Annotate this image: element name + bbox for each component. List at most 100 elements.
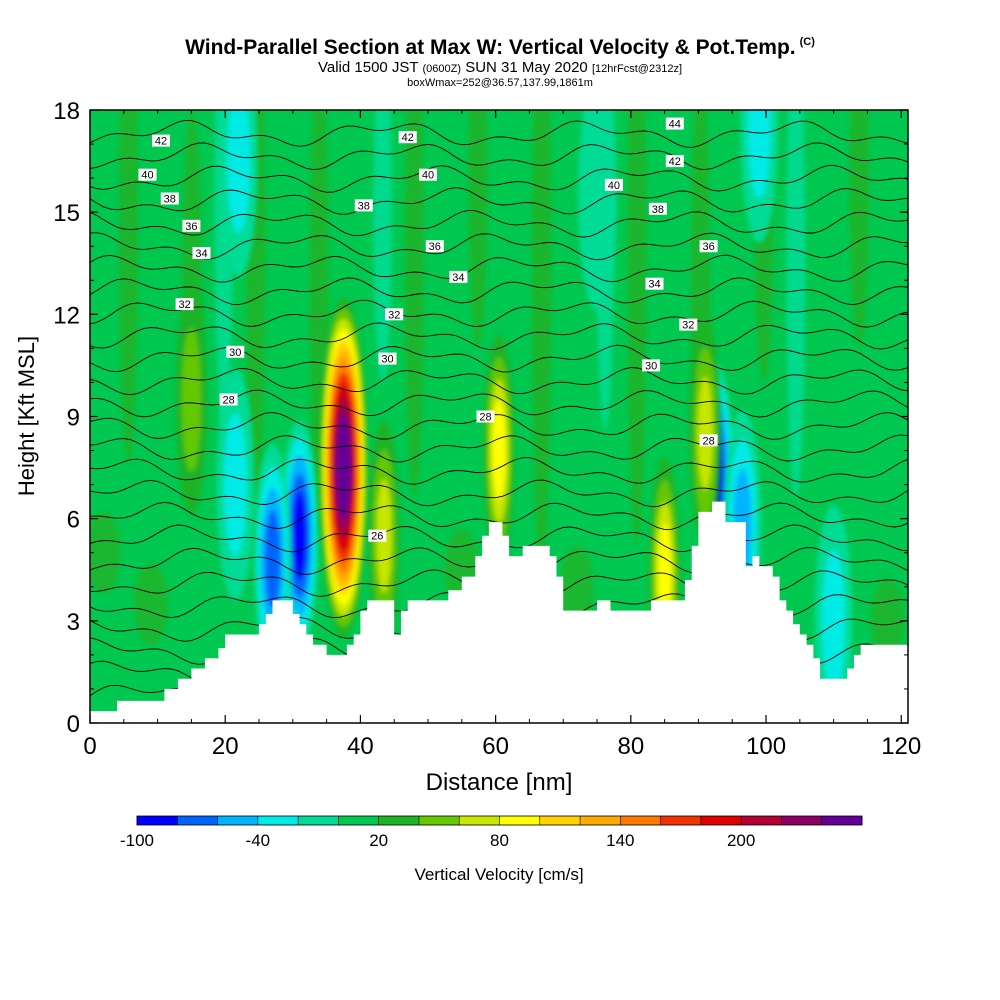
streak	[93, 614, 128, 696]
isentrope-label: 28	[476, 410, 495, 424]
colorbar-bin	[338, 816, 380, 825]
plot-area: 42 40 38 36 34 32 30 28 42 40 38 36 34 32 30 28 26 44 42 40…	[90, 110, 908, 723]
isentrope-line	[90, 367, 908, 396]
isentrope-line	[90, 457, 908, 485]
isentrope-label-text: 36	[429, 241, 441, 253]
isentrope-label-box	[138, 168, 157, 181]
isentrope-label: 28	[219, 393, 238, 407]
downdraft-core	[747, 110, 771, 199]
isentrope-label: 40	[604, 178, 623, 192]
colorbar-bin	[499, 816, 541, 825]
isentrope-label-box	[182, 219, 201, 232]
isentrope-label-text: 28	[479, 412, 491, 424]
y-tick-label: 12	[53, 302, 80, 329]
streak	[468, 110, 488, 349]
isentrope-label-box	[476, 410, 495, 423]
isentrope-label-box	[419, 168, 437, 181]
isentrope-label: 30	[378, 352, 397, 366]
streak	[405, 110, 424, 499]
x-axis-label: Distance [nm]	[426, 769, 573, 796]
isentrope-label-text: 40	[608, 180, 620, 192]
isentrope-label: 32	[385, 308, 404, 321]
isentrope-label-text: 28	[702, 435, 714, 447]
isentrope-line	[90, 209, 908, 238]
y-tick-label: 9	[67, 405, 80, 432]
updraft-core	[181, 327, 201, 471]
isentrope-label: 30	[226, 345, 245, 359]
isentrope-label-text: 40	[422, 170, 434, 182]
isentrope-label-text: 30	[229, 347, 241, 359]
y-tick-label: 3	[67, 609, 80, 636]
x-tick-label: 100	[746, 733, 786, 760]
isentrope-label-box	[192, 247, 211, 259]
x-axis: 0 20 40 60 80 100 120	[83, 110, 921, 760]
colorbar-bin	[539, 816, 581, 825]
isentrope-line	[90, 277, 908, 306]
isentrope-line	[90, 164, 908, 193]
colorbar-tick-label: 140	[606, 831, 634, 850]
colorbar-tick-label: -40	[246, 831, 271, 850]
isentrope-label-text: 28	[222, 395, 234, 407]
colorbar-tick-label: 20	[369, 831, 388, 850]
colorbar-tick-label: 80	[490, 831, 509, 850]
colorbar-tick-label: -100	[120, 831, 154, 850]
updraft-core	[697, 376, 713, 491]
x-tick-label: 40	[347, 733, 374, 760]
isentrope-line	[90, 119, 908, 148]
isentrope-line	[90, 322, 908, 351]
x-tick-label: 0	[83, 733, 96, 760]
isentrope-label-box	[645, 277, 664, 290]
isentrope-label: 38	[160, 192, 179, 206]
streak	[881, 110, 901, 465]
streak	[532, 110, 552, 580]
isentrope-line	[90, 187, 908, 215]
y-axis-label: Height [Kft MSL]	[14, 336, 39, 496]
isentrope-label: 32	[175, 298, 194, 311]
valid-date: SUN 31 May 2020	[465, 59, 588, 76]
valid-time: Valid 1500 JST	[317, 59, 419, 76]
isentrope-line	[90, 142, 908, 171]
chart-title: Wind-Parallel Section at Max W: Vertical…	[0, 36, 1000, 60]
colorbar-bin	[700, 816, 742, 825]
isentrope-line	[90, 412, 908, 440]
isentrope-label-text: 38	[652, 204, 664, 216]
isentrope-label-text: 34	[195, 248, 207, 260]
isentrope-label-box	[368, 529, 387, 542]
isentrope-label: 32	[679, 318, 698, 332]
y-tick-label: 15	[53, 200, 80, 227]
colorbar-bin	[660, 816, 702, 825]
colorbar-bin	[580, 816, 621, 825]
isentrope-label: 42	[152, 134, 170, 148]
isentrope-label-text: 42	[402, 132, 414, 144]
streak	[373, 110, 393, 383]
streak	[786, 110, 806, 499]
streak	[659, 110, 679, 417]
isentrope-label: 42	[398, 131, 417, 144]
isentrope-line	[90, 299, 908, 328]
colorbar-bin	[781, 816, 823, 825]
isentrope-label-box	[354, 199, 373, 212]
isentrope-label-text: 36	[702, 241, 714, 253]
isentrope-label-text: 32	[178, 299, 190, 311]
updraft-core	[492, 401, 506, 500]
y-tick-label: 6	[67, 507, 80, 534]
isentrope-label: 28	[699, 434, 718, 447]
chart-title-text: Wind-Parallel Section at Max W: Vertical…	[185, 36, 796, 59]
isentrope-label-box	[398, 131, 417, 144]
isentrope-label: 36	[699, 240, 718, 253]
title-block: Wind-Parallel Section at Max W: Vertical…	[0, 0, 1000, 100]
isentrope-label: 36	[182, 219, 201, 233]
streak	[90, 511, 121, 594]
isentrope-label-text: 30	[645, 360, 657, 372]
terrain	[90, 501, 908, 723]
isentrope-label-text: 34	[452, 272, 464, 284]
isentrope-label-box	[604, 178, 623, 191]
isentrope-label: 26	[368, 529, 387, 543]
x-tick-label: 80	[617, 733, 644, 760]
isentrope-label: 34	[645, 277, 664, 291]
forecast-info: [12hrFcst@2312z]	[591, 63, 682, 75]
isentrope-label-box	[449, 270, 468, 283]
boxwmax-info: boxWmax=252@36.57,137.99,1861m	[407, 77, 593, 89]
